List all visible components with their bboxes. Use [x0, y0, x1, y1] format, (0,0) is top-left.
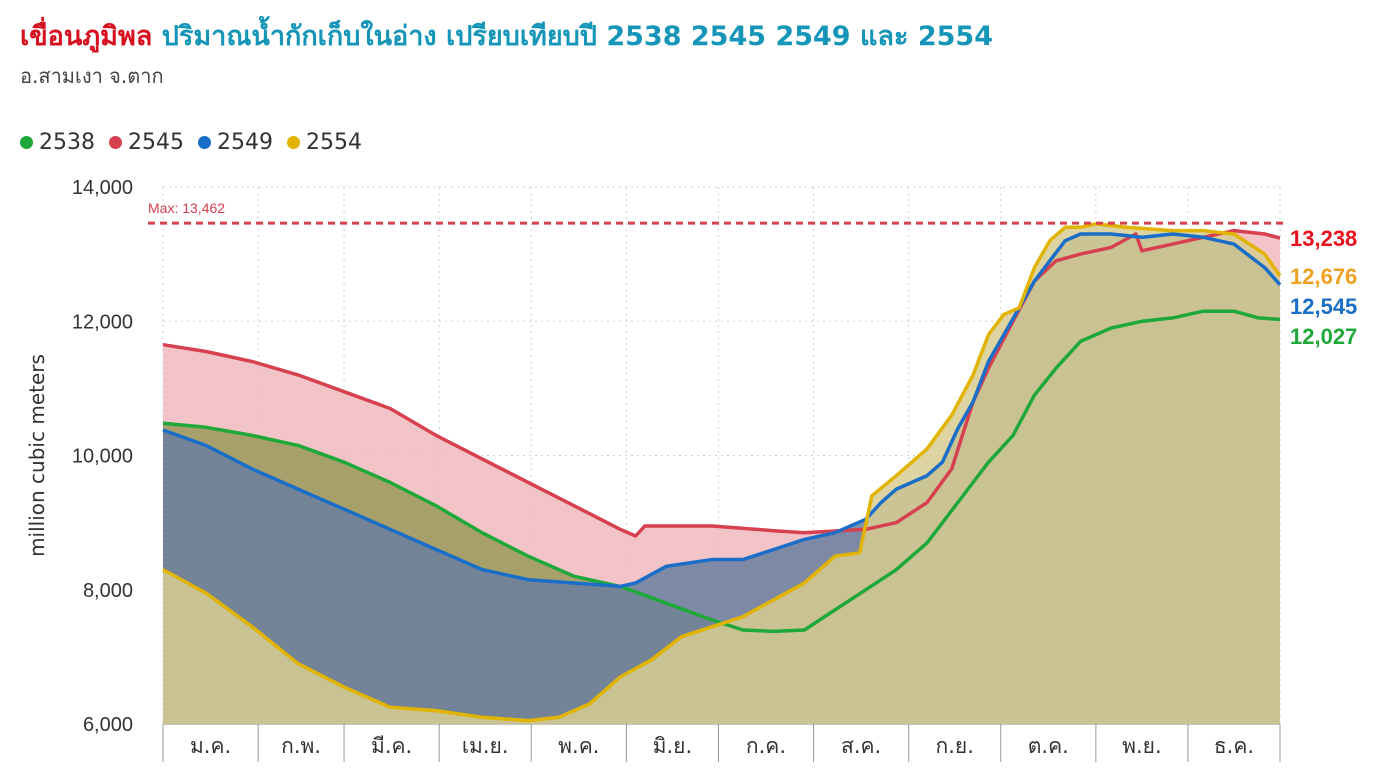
legend-label: 2538	[39, 130, 95, 155]
legend-dot-icon	[198, 136, 211, 149]
legend-item-2538: 2538	[20, 130, 95, 155]
month-label: พ.ย.	[1122, 734, 1162, 758]
y-tick-label: 10,000	[72, 446, 133, 468]
series-line-2538	[162, 309, 1281, 634]
legend-label: 2549	[217, 130, 273, 155]
end-label-2549: 12,545	[1290, 294, 1357, 319]
legend-dot-icon	[20, 136, 33, 149]
legend-label: 2554	[306, 130, 362, 155]
month-label: ก.ค.	[746, 734, 786, 758]
legend-item-2554: 2554	[287, 130, 362, 155]
month-label: ก.พ.	[281, 734, 321, 758]
legend-label: 2545	[128, 130, 184, 155]
month-label: พ.ค.	[558, 734, 599, 758]
max-line-label: Max: 13,462	[148, 200, 225, 216]
legend-dot-icon	[109, 136, 122, 149]
y-tick-label: 14,000	[72, 177, 133, 199]
legend-item-2545: 2545	[109, 130, 184, 155]
chart-title: เขื่อนภูมิพล ปริมาณน้ำกักเก็บในอ่าง เปรี…	[20, 14, 993, 57]
month-label: ธ.ค.	[1214, 734, 1254, 758]
month-label: ม.ค.	[190, 734, 231, 758]
end-label-2545: 13,238	[1290, 226, 1357, 251]
legend-dot-icon	[287, 136, 300, 149]
legend: 2538 2545 2549 2554	[20, 130, 362, 155]
y-axis-label: million cubic meters	[25, 354, 49, 557]
month-label: มิ.ย.	[653, 734, 693, 758]
series-area-2554	[163, 223, 1280, 724]
month-label: มี.ค.	[371, 734, 412, 758]
month-label: ส.ค.	[841, 734, 881, 758]
end-label-2554: 12,676	[1290, 264, 1357, 289]
chart-subtitle: อ.สามเงา จ.ตาก	[20, 64, 164, 88]
end-label-2538: 12,027	[1290, 324, 1357, 349]
y-tick-label: 6,000	[83, 714, 133, 736]
dam-name: เขื่อนภูมิพล	[20, 21, 153, 52]
legend-item-2549: 2549	[198, 130, 273, 155]
month-label: เม.ย.	[462, 734, 509, 758]
series-line-2549	[162, 232, 1282, 589]
month-label: ต.ค.	[1028, 734, 1069, 758]
title-text: ปริมาณน้ำกักเก็บในอ่าง เปรียบเทียบปี 253…	[161, 21, 993, 52]
series-line-2545	[162, 228, 1281, 538]
y-tick-label: 8,000	[83, 580, 133, 602]
month-label: ก.ย.	[936, 734, 974, 758]
y-tick-label: 12,000	[72, 311, 133, 333]
series-line-2554	[162, 222, 1282, 723]
